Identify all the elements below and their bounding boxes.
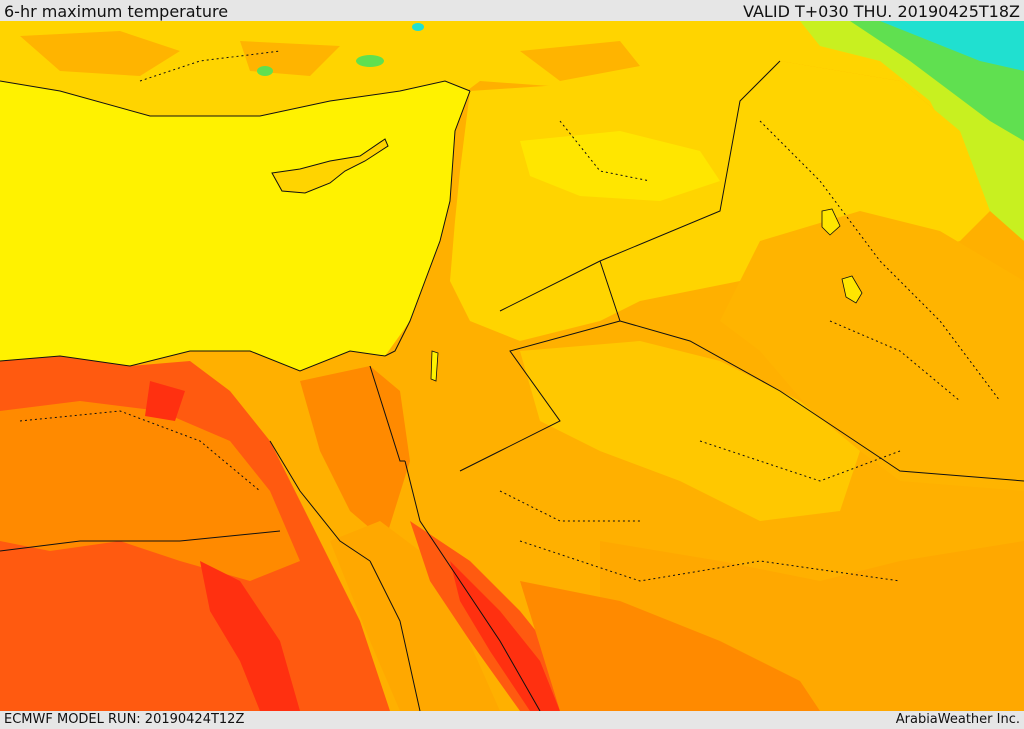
red-sea-east-coast xyxy=(404,460,541,711)
red-sea-west-coast xyxy=(369,560,421,711)
egypt-red-spots xyxy=(145,381,300,711)
levant-warm xyxy=(450,61,990,341)
egypt-coast xyxy=(0,350,386,372)
green-spot xyxy=(356,55,384,67)
iraq-lake-2 xyxy=(841,275,863,304)
southeast-dark-orange xyxy=(520,581,820,711)
sinai-border xyxy=(369,365,405,462)
green-spot-2 xyxy=(257,66,273,76)
map-title: 6-hr maximum temperature xyxy=(4,2,229,21)
credit-text: ArabiaWeather Inc. xyxy=(895,712,1020,727)
saudi-west-coast-red xyxy=(450,561,560,711)
northeast-cyan-zone xyxy=(880,21,1024,71)
iraq-lake xyxy=(821,208,841,236)
temperature-map[interactable] xyxy=(0,21,1024,711)
dotted-border-1 xyxy=(19,50,961,582)
iraq-rivers xyxy=(759,120,1001,402)
sinai xyxy=(300,366,410,541)
iraq-orange xyxy=(720,211,1024,491)
map-footer: ECMWF MODEL RUN: 20190424T12Z ArabiaWeat… xyxy=(0,711,1024,729)
saudi-light-zone xyxy=(520,341,860,521)
borders xyxy=(0,50,1024,711)
dead-sea xyxy=(430,350,439,382)
egypt-sudan-border xyxy=(0,530,281,552)
red-sea-zone xyxy=(330,521,500,711)
valid-time: VALID T+030 THU. 20190425T18Z xyxy=(743,2,1020,21)
model-run: ECMWF MODEL RUN: 20190424T12Z xyxy=(4,712,245,727)
turkey-orange-patches xyxy=(20,31,640,81)
cyan-spot xyxy=(412,23,424,31)
saudi-iraq-border xyxy=(619,320,1024,482)
map-header: 6-hr maximum temperature VALID T+030 THU… xyxy=(0,0,1024,21)
levant-coast xyxy=(384,90,471,357)
turkey-coast xyxy=(0,80,471,117)
jordan-iraq-border xyxy=(459,260,621,472)
gulf-of-suez xyxy=(269,440,371,562)
cyprus xyxy=(271,138,389,194)
syria-light xyxy=(520,131,720,201)
mediterranean-sea xyxy=(0,81,470,371)
syria-iraq-border xyxy=(499,60,781,312)
